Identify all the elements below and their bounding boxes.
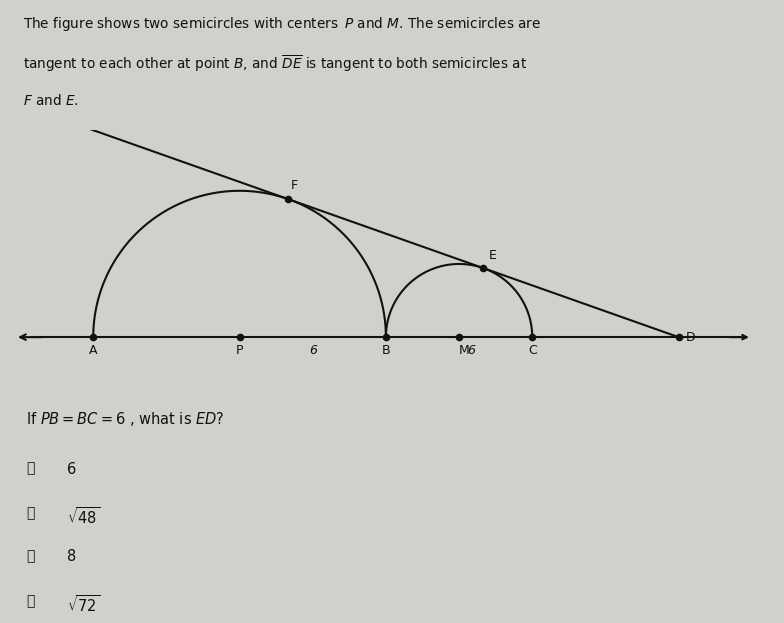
Text: Ⓒ: Ⓒ [26,549,34,563]
Text: 6: 6 [309,344,317,357]
Text: 8: 8 [67,549,76,564]
Text: tangent to each other at point $B$, and $\overline{DE}$ is tangent to both semic: tangent to each other at point $B$, and … [24,54,528,74]
Text: If $PB = BC = 6$ , what is $ED$?: If $PB = BC = 6$ , what is $ED$? [26,410,224,428]
Text: F: F [291,179,298,192]
Text: 6: 6 [67,462,76,477]
Text: P: P [236,344,243,357]
Text: The figure shows two semicircles with centers  $P$ and $M$. The semicircles are: The figure shows two semicircles with ce… [24,15,541,32]
Text: B: B [382,344,390,357]
Text: Ⓓ: Ⓓ [26,594,34,608]
Text: M: M [459,344,470,357]
Text: A: A [89,344,97,357]
Text: $\sqrt{48}$: $\sqrt{48}$ [67,506,100,527]
Text: E: E [488,249,496,262]
Text: Ⓐ: Ⓐ [26,462,34,475]
Text: C: C [528,344,536,357]
Text: $\sqrt{72}$: $\sqrt{72}$ [67,594,100,615]
Text: D: D [686,331,695,344]
Text: 6: 6 [467,344,475,357]
Text: Ⓑ: Ⓑ [26,506,34,520]
Text: $F$ and $E$.: $F$ and $E$. [24,93,79,108]
